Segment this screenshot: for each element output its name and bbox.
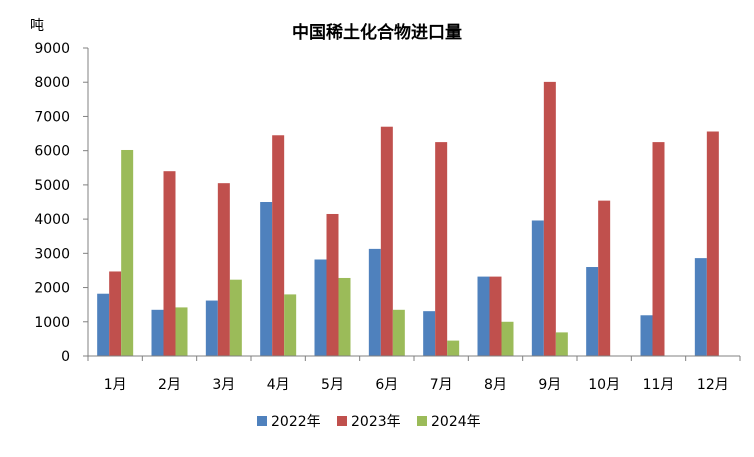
y-tick-label: 1000	[34, 315, 70, 331]
legend-label: 2022年	[271, 414, 321, 430]
x-tick-label-8月: 8月	[484, 377, 507, 393]
y-tick-label: 7000	[34, 109, 70, 125]
x-tick-label-12月: 12月	[697, 377, 729, 393]
bar-2022年-8月	[477, 276, 490, 356]
bar-2024年-9月	[555, 332, 568, 356]
bar-2023年-1月	[109, 271, 122, 356]
legend: 2022年 2023年 2024年	[257, 414, 481, 430]
legend-swatch	[257, 416, 267, 426]
x-tick-label-9月: 9月	[538, 377, 561, 393]
bar-2023年-10月	[598, 200, 611, 356]
legend-swatch	[337, 416, 347, 426]
bar-2023年-6月	[380, 126, 393, 356]
bar-2024年-8月	[501, 321, 514, 356]
bar-2023年-3月	[217, 183, 230, 356]
x-tick-label-4月: 4月	[267, 377, 290, 393]
chart-title: 中国稀土化合物进口量	[292, 22, 462, 43]
x-tick-label-11月: 11月	[643, 377, 675, 393]
bar-2024年-4月	[284, 294, 297, 356]
x-tick-label-3月: 3月	[212, 377, 235, 393]
bar-2022年-7月	[423, 311, 436, 356]
y-tick-label: 8000	[34, 75, 70, 91]
bar-2022年-10月	[586, 267, 599, 356]
x-tick-label-1月: 1月	[104, 377, 127, 393]
y-tick-label: 3000	[34, 246, 70, 262]
bar-2022年-12月	[694, 258, 707, 356]
bar-2024年-7月	[447, 340, 460, 356]
x-tick-label-2月: 2月	[158, 377, 181, 393]
bar-2022年-5月	[314, 259, 327, 356]
x-tick-label-5月: 5月	[321, 377, 344, 393]
bar-2023年-8月	[489, 276, 502, 356]
y-tick-label: 6000	[34, 144, 70, 160]
bar-2024年-2月	[175, 307, 188, 356]
bar-2023年-2月	[163, 171, 176, 356]
bar-2023年-4月	[272, 135, 285, 356]
y-tick-label: 0	[61, 349, 70, 365]
bar-2022年-11月	[640, 315, 653, 356]
legend-item-2023年: 2023年	[337, 414, 401, 430]
bar-2022年-1月	[97, 293, 110, 356]
legend-item-2024年: 2024年	[417, 414, 481, 430]
bar-2023年-5月	[326, 213, 339, 356]
bar-2024年-1月	[121, 149, 134, 356]
bar-2024年-5月	[338, 277, 351, 356]
bar-2022年-3月	[205, 300, 218, 356]
bar-2023年-12月	[706, 131, 719, 356]
x-tick-label-10月: 10月	[588, 377, 620, 393]
y-tick-label: 5000	[34, 178, 70, 194]
legend-swatch	[417, 416, 427, 426]
bar-2023年-7月	[435, 142, 448, 356]
x-axis-ticks: 1月 2月 3月 4月 5月 6月 7月 8月 9月 10月 11月 12月	[87, 356, 741, 393]
bar-2022年-2月	[151, 309, 164, 356]
bar-2023年-11月	[652, 142, 665, 356]
bar-2022年-6月	[368, 248, 381, 356]
y-tick-label: 9000	[34, 41, 70, 57]
bar-2022年-9月	[531, 220, 544, 356]
legend-label: 2024年	[431, 414, 481, 430]
legend-item-2022年: 2022年	[257, 414, 321, 430]
y-tick-label: 2000	[34, 281, 70, 297]
bar-2024年-6月	[392, 309, 405, 356]
bar-2024年-3月	[229, 279, 242, 356]
legend-label: 2023年	[351, 414, 401, 430]
y-axis-ticks: 0 1000 2000 3000 4000 5000 6000 7000 8000 9000	[34, 41, 88, 365]
y-axis-unit-label: 吨	[30, 18, 44, 34]
bar-2023年-9月	[543, 81, 556, 356]
x-tick-label-6月: 6月	[375, 377, 398, 393]
bar-2022年-4月	[260, 202, 273, 356]
bars-layer	[97, 81, 719, 356]
x-tick-label-7月: 7月	[430, 377, 453, 393]
y-tick-label: 4000	[34, 212, 70, 228]
